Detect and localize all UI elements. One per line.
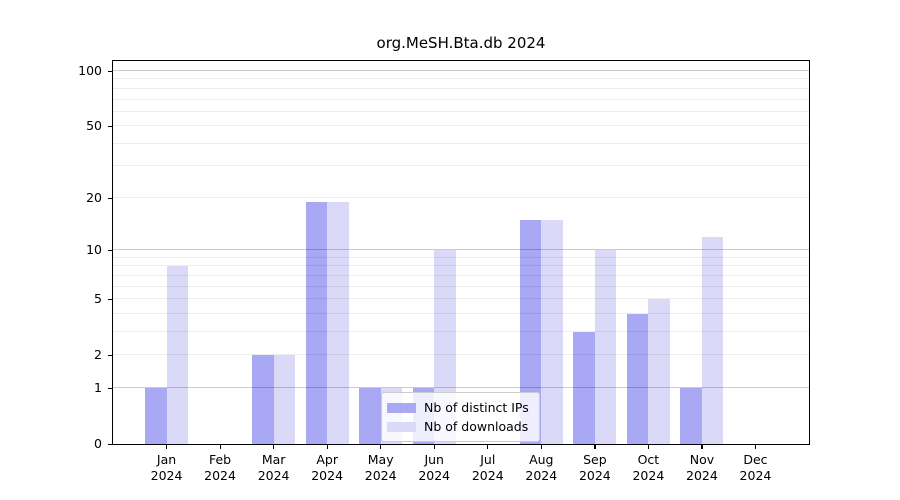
- x-tick-label: Mar 2024: [257, 452, 290, 483]
- bar-distinct-ips-mar: [252, 355, 274, 444]
- x-tick-mark: [487, 445, 489, 449]
- x-tick-label: Nov 2024: [686, 452, 718, 483]
- bar-distinct-ips-jan: [145, 387, 167, 444]
- x-tick-label: Feb 2024: [204, 452, 236, 483]
- bar-downloads-mar: [273, 355, 296, 444]
- x-tick-mark: [219, 445, 221, 449]
- gridline-minor: [113, 110, 809, 112]
- x-tick-label: May 2024: [364, 452, 397, 483]
- y-tick-label: 100: [78, 63, 102, 78]
- x-tick-label: Jul 2024: [471, 452, 504, 483]
- x-tick-mark: [326, 445, 328, 449]
- plot-area: [112, 60, 810, 445]
- bar-distinct-ips-nov: [680, 387, 702, 444]
- y-tick-mark: [108, 126, 112, 128]
- gridline-minor: [113, 98, 809, 100]
- x-tick-label: Dec 2024: [739, 452, 772, 483]
- gridline-minor: [113, 312, 809, 314]
- x-tick-mark: [594, 445, 596, 449]
- x-tick-label: Apr 2024: [311, 452, 344, 483]
- x-tick-mark: [433, 445, 435, 449]
- y-tick-label: 50: [86, 118, 102, 134]
- gridline-minor: [113, 265, 809, 267]
- gridline-minor: [113, 78, 809, 80]
- y-tick-mark: [108, 444, 112, 446]
- gridline-major: [113, 249, 809, 251]
- bar-downloads-apr: [327, 201, 349, 444]
- gridline-minor: [113, 87, 809, 89]
- y-tick-mark: [108, 355, 112, 357]
- bar-distinct-ips-aug: [519, 219, 542, 444]
- legend-label: Nb of downloads: [424, 419, 529, 434]
- bar-distinct-ips-oct: [626, 313, 649, 444]
- bar-downloads-jan: [166, 266, 189, 444]
- gridline-minor: [113, 330, 809, 332]
- bar-downloads-nov: [701, 236, 724, 444]
- x-tick-mark: [701, 445, 703, 449]
- y-tick-label: 2: [94, 347, 102, 363]
- bar-distinct-ips-may: [359, 387, 381, 444]
- bar-distinct-ips-sep: [573, 331, 595, 444]
- x-tick-mark: [540, 445, 542, 449]
- y-tick-mark: [108, 299, 112, 301]
- y-tick-mark: [108, 387, 112, 390]
- legend-label: Nb of distinct IPs: [424, 400, 529, 415]
- y-tick-label: 10: [86, 242, 102, 258]
- gridline-minor: [113, 165, 809, 167]
- y-tick-label: 5: [94, 291, 102, 307]
- gridline-minor: [113, 274, 809, 276]
- bar-downloads-aug: [541, 219, 563, 444]
- gridline-minor: [113, 285, 809, 287]
- bar-distinct-ips-apr: [305, 201, 328, 444]
- gridline-minor: [113, 256, 809, 258]
- x-tick-label: Jan 2024: [150, 452, 183, 483]
- gridline-minor: [113, 298, 809, 300]
- bar-downloads-oct: [648, 299, 670, 444]
- y-tick-label: 1: [94, 379, 102, 395]
- x-tick-mark: [754, 445, 757, 449]
- gridline-minor: [113, 196, 809, 198]
- legend: Nb of distinct IPs Nb of downloads: [381, 392, 540, 442]
- x-tick-mark: [647, 445, 650, 449]
- gridline-minor: [113, 142, 809, 144]
- y-tick-label: 0: [94, 436, 102, 451]
- y-tick-mark: [108, 197, 112, 200]
- gridline-minor: [113, 354, 809, 356]
- x-tick-label: Oct 2024: [632, 452, 665, 483]
- x-tick-label: Aug 2024: [525, 452, 558, 483]
- y-tick-mark: [108, 250, 112, 252]
- x-tick-label: Jun 2024: [418, 452, 451, 483]
- y-tick-mark: [108, 71, 112, 73]
- gridline-minor: [113, 125, 809, 127]
- legend-item: Nb of distinct IPs: [387, 398, 529, 417]
- x-tick-label: Sep 2024: [578, 452, 611, 483]
- bar-downloads-sep: [594, 250, 617, 444]
- gridline-major: [113, 386, 809, 388]
- y-tick-label: 20: [86, 189, 102, 205]
- legend-swatch: [387, 402, 416, 413]
- x-tick-mark: [380, 445, 382, 449]
- legend-item: Nb of downloads: [387, 417, 529, 436]
- legend-swatch: [387, 421, 416, 432]
- chart-title: org.MeSH.Bta.db 2024: [376, 34, 546, 52]
- x-tick-mark: [166, 445, 168, 449]
- x-tick-mark: [273, 445, 275, 449]
- gridline-major: [113, 70, 809, 71]
